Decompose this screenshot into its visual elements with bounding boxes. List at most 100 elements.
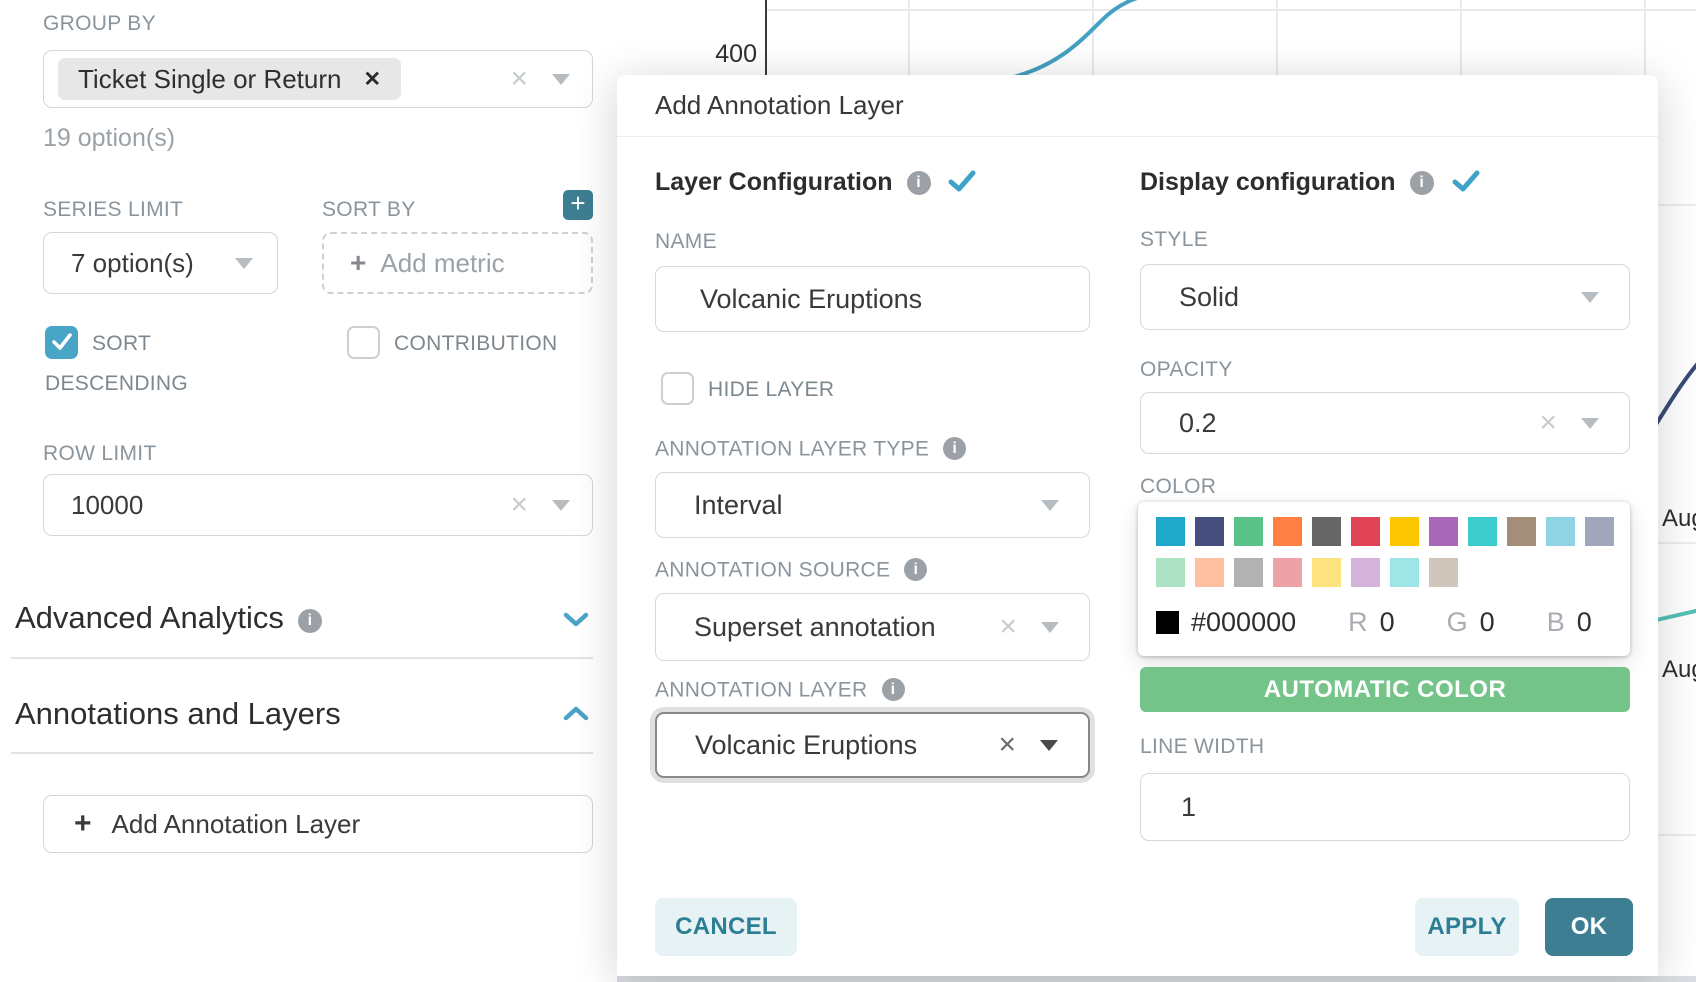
group-by-helper: 19 option(s)	[43, 124, 176, 152]
color-swatch[interactable]	[1429, 517, 1458, 546]
b-value[interactable]: 0	[1576, 607, 1592, 637]
sort-by-label: SORT BY	[322, 198, 416, 221]
sort-descending-checkbox[interactable]	[45, 326, 78, 359]
add-sort-metric-button[interactable]: +	[563, 190, 593, 220]
group-by-select[interactable]: Ticket Single or Return ✕ ×	[43, 50, 593, 108]
contribution-checkbox[interactable]	[347, 326, 380, 359]
color-swatch[interactable]	[1273, 517, 1302, 546]
cancel-button[interactable]: CANCEL	[655, 898, 797, 956]
sort-descending-control[interactable]: SORT DESCENDING	[45, 325, 220, 405]
tag-remove-icon[interactable]: ✕	[363, 67, 382, 91]
section-divider	[11, 752, 593, 754]
color-swatch[interactable]	[1351, 517, 1380, 546]
line-width-input[interactable]: 1	[1140, 773, 1630, 841]
hide-layer-control[interactable]: HIDE LAYER	[661, 371, 1081, 411]
contribution-control[interactable]: CONTRIBUTION	[347, 325, 627, 365]
color-swatch[interactable]	[1585, 517, 1614, 546]
automatic-color-button[interactable]: AUTOMATIC COLOR	[1140, 667, 1630, 712]
info-icon[interactable]: i	[1409, 171, 1434, 195]
chevron-down-icon[interactable]	[1041, 621, 1059, 633]
info-icon[interactable]: i	[943, 437, 967, 460]
background-chart-right: Aug Aug	[1650, 75, 1696, 976]
info-icon[interactable]: i	[906, 171, 931, 195]
hex-row: #000000 R 0 G 0 B 0	[1156, 607, 1614, 638]
clear-icon[interactable]: ×	[510, 488, 528, 521]
annotations-layers-section[interactable]: Annotations and Layers	[15, 696, 341, 732]
advanced-analytics-section[interactable]: Advanced Analytics i	[15, 600, 322, 636]
series-line-navy	[1650, 362, 1696, 433]
chevron-down-icon[interactable]	[563, 612, 589, 628]
annotations-layers-title: Annotations and Layers	[15, 696, 341, 731]
color-label: COLOR	[1140, 475, 1217, 498]
ok-button[interactable]: OK	[1545, 898, 1633, 956]
color-swatch[interactable]	[1234, 558, 1263, 587]
info-icon[interactable]: i	[881, 678, 905, 701]
row-limit-select[interactable]: 10000 ×	[43, 474, 593, 536]
y-axis-tick: 400	[715, 40, 757, 68]
annotation-layer-type-value: Interval	[694, 489, 783, 520]
chevron-up-icon[interactable]	[563, 706, 589, 722]
annotation-layer-value: Volcanic Eruptions	[695, 729, 918, 760]
color-swatch[interactable]	[1156, 558, 1185, 587]
x-axis-label: Aug	[1662, 656, 1696, 683]
series-limit-value: 7 option(s)	[71, 247, 194, 278]
clear-icon[interactable]: ×	[998, 728, 1016, 761]
add-annotation-layer-button[interactable]: + Add Annotation Layer	[43, 795, 593, 853]
color-swatch[interactable]	[1312, 517, 1341, 546]
color-swatch[interactable]	[1507, 517, 1536, 546]
color-swatch[interactable]	[1390, 517, 1419, 546]
background-chart-top: 400	[617, 0, 1696, 80]
selected-color-chip	[1156, 611, 1179, 634]
info-icon[interactable]: i	[297, 609, 322, 633]
g-value[interactable]: 0	[1479, 607, 1495, 637]
hide-layer-checkbox[interactable]	[661, 372, 694, 405]
chevron-down-icon[interactable]	[1581, 417, 1599, 429]
chevron-down-icon[interactable]	[235, 257, 253, 269]
color-swatch[interactable]	[1351, 558, 1380, 587]
info-icon[interactable]: i	[904, 558, 928, 581]
check-icon	[51, 333, 72, 350]
annotation-source-label: ANNOTATION SOURCE i	[655, 558, 928, 583]
explore-control-panel: GROUP BY Ticket Single or Return ✕ × 19 …	[0, 0, 617, 982]
annotation-layer-type-select[interactable]: Interval	[655, 472, 1090, 538]
apply-button[interactable]: APPLY	[1415, 898, 1519, 956]
color-swatch[interactable]	[1546, 517, 1575, 546]
annotation-source-select[interactable]: Superset annotation ×	[655, 593, 1090, 661]
color-swatch[interactable]	[1390, 558, 1419, 587]
hide-layer-label: HIDE LAYER	[708, 378, 835, 401]
style-select[interactable]: Solid	[1140, 264, 1630, 330]
color-swatch[interactable]	[1234, 517, 1263, 546]
color-swatch[interactable]	[1156, 517, 1185, 546]
series-limit-select[interactable]: 7 option(s)	[43, 232, 278, 294]
chevron-down-icon[interactable]	[1041, 499, 1059, 511]
clear-icon[interactable]: ×	[510, 62, 528, 95]
group-by-tag[interactable]: Ticket Single or Return ✕	[58, 58, 402, 100]
name-label: NAME	[655, 230, 717, 253]
chevron-down-icon[interactable]	[552, 73, 570, 85]
chart-canvas: 400	[715, 0, 1696, 80]
color-swatch[interactable]	[1429, 558, 1458, 587]
color-swatch[interactable]	[1312, 558, 1341, 587]
modal-title: Add Annotation Layer	[655, 90, 904, 120]
hex-value[interactable]: #000000	[1191, 607, 1297, 637]
annotation-source-value: Superset annotation	[694, 611, 936, 642]
color-swatch[interactable]	[1195, 517, 1224, 546]
opacity-select[interactable]: 0.2 ×	[1140, 392, 1630, 454]
color-swatch[interactable]	[1273, 558, 1302, 587]
clear-icon[interactable]: ×	[1539, 406, 1557, 439]
color-swatch[interactable]	[1195, 558, 1224, 587]
chevron-down-icon[interactable]	[552, 499, 570, 511]
row-limit-label: ROW LIMIT	[43, 442, 157, 465]
annotation-layer-select[interactable]: Volcanic Eruptions ×	[655, 712, 1090, 778]
name-input[interactable]: Volcanic Eruptions	[655, 266, 1090, 332]
style-label: STYLE	[1140, 228, 1209, 251]
valid-check-icon	[948, 170, 976, 192]
sort-by-add-metric[interactable]: + Add metric	[322, 232, 593, 294]
page-bottom-edge	[617, 976, 1696, 982]
r-value[interactable]: 0	[1379, 607, 1395, 637]
color-swatch[interactable]	[1468, 517, 1497, 546]
line-width-label: LINE WIDTH	[1140, 735, 1265, 758]
chevron-down-icon[interactable]	[1581, 291, 1599, 303]
chevron-down-icon[interactable]	[1040, 739, 1058, 751]
clear-icon[interactable]: ×	[999, 610, 1017, 643]
